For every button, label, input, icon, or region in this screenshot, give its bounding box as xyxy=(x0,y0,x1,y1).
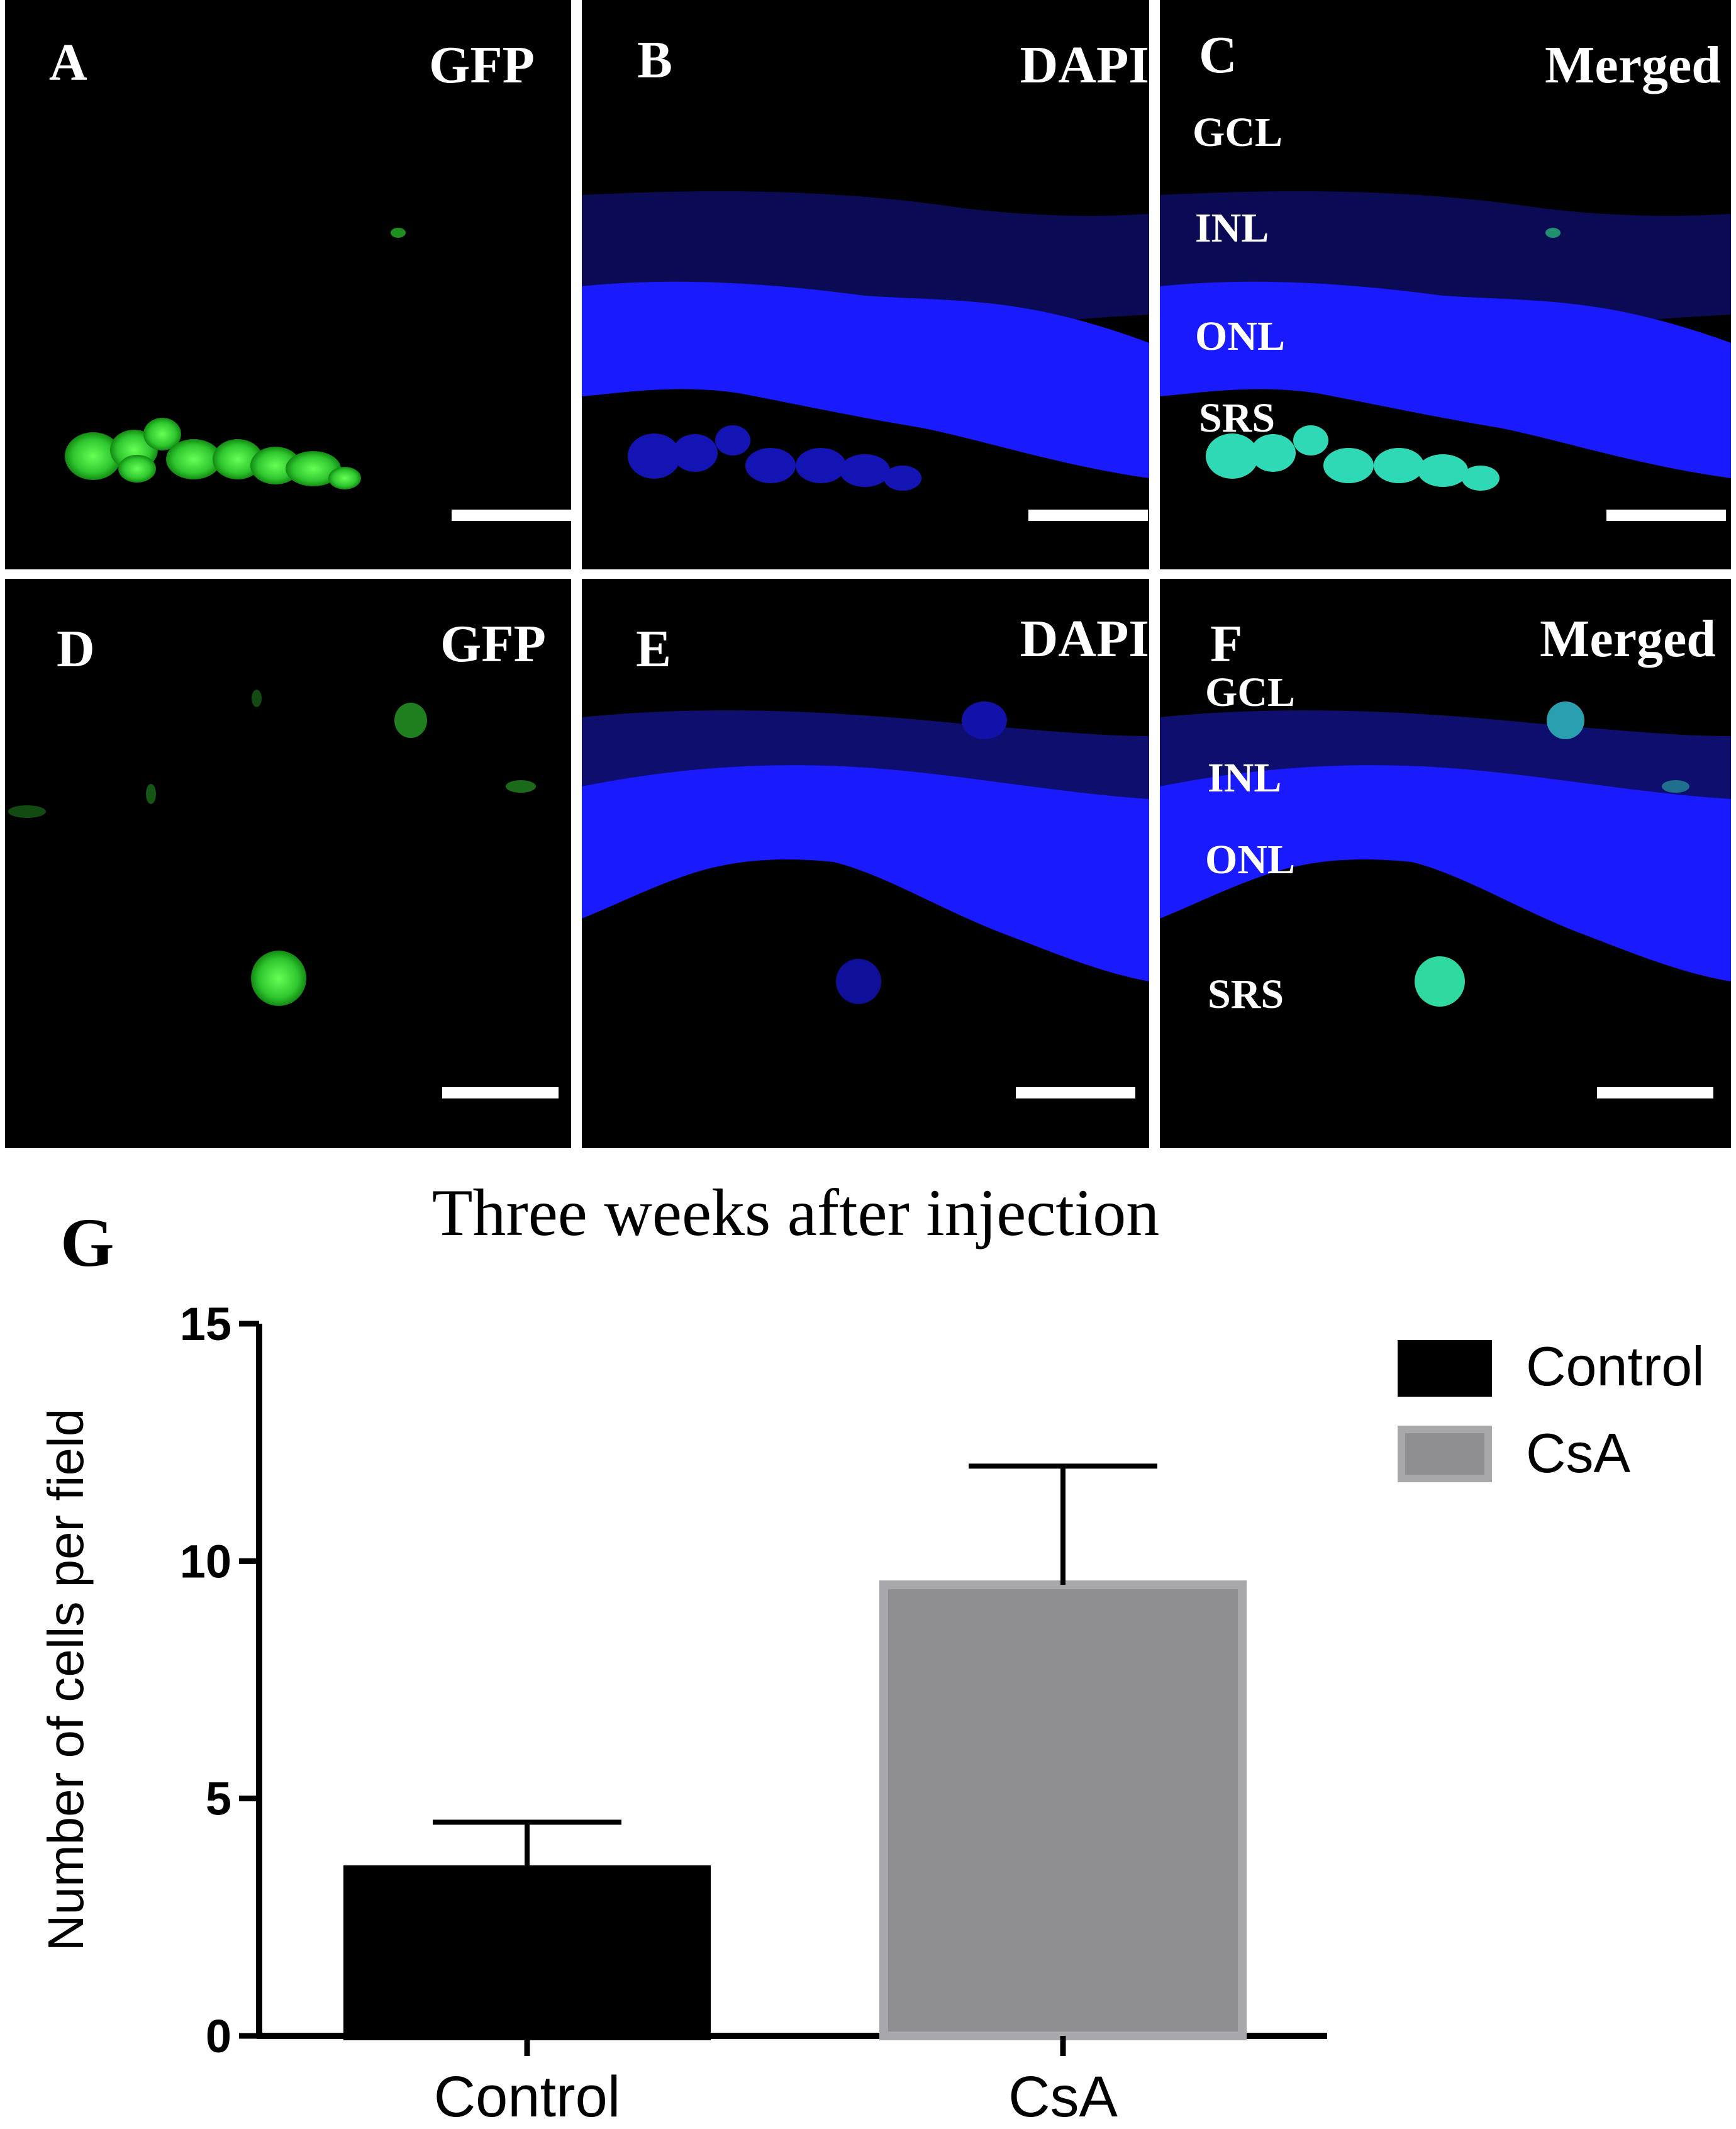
panel-d: D GFP xyxy=(5,579,571,1148)
scale-bar xyxy=(1606,510,1726,521)
layer-label-onl: ONL xyxy=(1195,313,1286,359)
dapi-fluorescence-image xyxy=(582,191,1149,491)
panel-f: F Merged GCL INL ONL SRS xyxy=(1160,579,1731,1148)
scale-bar xyxy=(1016,1087,1135,1098)
layer-label-srs: SRS xyxy=(1208,971,1284,1017)
stain-label: DAPI xyxy=(1020,36,1149,94)
scale-bar xyxy=(1597,1087,1713,1098)
y-tick-label: 15 xyxy=(180,1298,231,1350)
y-tick-label: 10 xyxy=(180,1535,231,1587)
stain-label: DAPI xyxy=(1020,610,1149,668)
panel-a: A GFP xyxy=(5,0,571,569)
stain-label: Merged xyxy=(1540,610,1716,668)
panel-e: E DAPI xyxy=(582,579,1149,1148)
legend-swatch-csa xyxy=(1398,1426,1492,1482)
panel-c: C Merged GCL INL ONL SRS xyxy=(1160,0,1731,569)
layer-label-inl: INL xyxy=(1208,755,1282,801)
legend-swatch-control xyxy=(1398,1340,1492,1397)
merged-fluorescence-image xyxy=(1160,191,1731,491)
panel-letter: B xyxy=(637,31,673,89)
legend-label-control: Control xyxy=(1526,1335,1705,1397)
panel-letter: D xyxy=(57,620,95,678)
stain-label: GFP xyxy=(429,36,535,94)
gfp-fluorescence-image xyxy=(8,690,536,1006)
panel-letter: E xyxy=(636,620,672,678)
panel-letter: F xyxy=(1210,615,1243,673)
bar-chart: 0 5 10 15 Number of cells per field Control Cs… xyxy=(38,1298,1705,2129)
panel-b: B DAPI xyxy=(582,0,1149,569)
y-tick-label: 5 xyxy=(206,1773,231,1825)
y-axis-label: Number of cells per field xyxy=(38,1409,94,1952)
dapi-fluorescence-image xyxy=(582,701,1149,1004)
x-tick-label: Control xyxy=(434,2065,621,2129)
panel-letter: A xyxy=(49,33,87,92)
legend-label-csa: CsA xyxy=(1526,1422,1631,1484)
chart-title: Three weeks after injection xyxy=(431,1176,1160,1249)
panel-g-label: G xyxy=(60,1204,114,1281)
x-tick-label: CsA xyxy=(1008,2065,1118,2129)
bar-control xyxy=(343,1865,711,2041)
bar-csa xyxy=(879,1580,1247,2040)
layer-label-gcl: GCL xyxy=(1193,109,1283,155)
scale-bar xyxy=(452,510,571,521)
scale-bar xyxy=(442,1087,559,1098)
panel-letter: C xyxy=(1199,26,1237,84)
gfp-fluorescence-image xyxy=(65,228,406,489)
y-tick-label: 0 xyxy=(206,2010,231,2062)
layer-label-onl: ONL xyxy=(1205,837,1296,883)
layer-label-srs: SRS xyxy=(1199,395,1276,441)
stain-label: GFP xyxy=(440,615,546,673)
layer-label-inl: INL xyxy=(1195,205,1269,251)
merged-fluorescence-image xyxy=(1160,701,1731,1007)
layer-label-gcl: GCL xyxy=(1205,669,1296,715)
stain-label: Merged xyxy=(1545,36,1721,94)
scale-bar xyxy=(1028,510,1148,521)
